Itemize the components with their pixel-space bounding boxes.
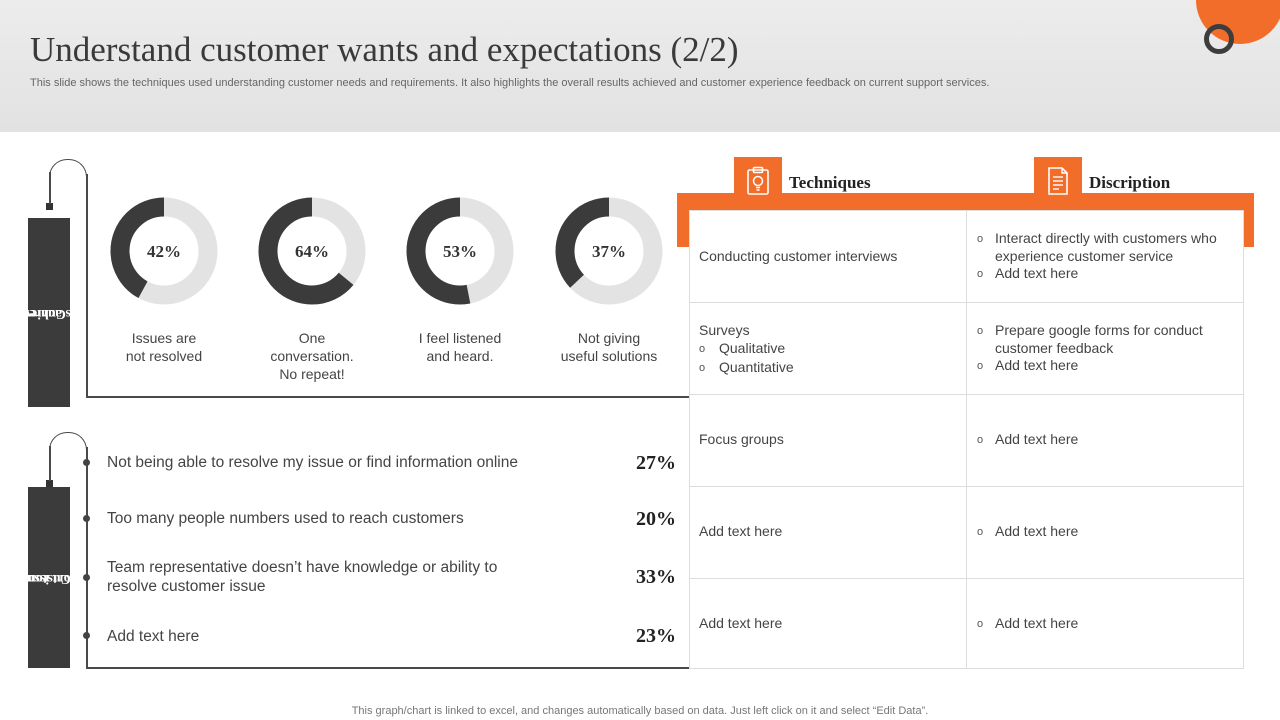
issue-text-4: Add text here xyxy=(107,628,200,645)
description-header: Discription xyxy=(1089,173,1171,192)
donut-caption-4: Not giving useful solutions xyxy=(560,330,658,364)
ring-decoration xyxy=(1204,24,1234,54)
results-label-line2: results achieved xyxy=(9,305,105,321)
description-bullet: o Add text here xyxy=(977,523,1079,539)
technique-cell: Focus groups xyxy=(699,431,784,447)
results-frame-bottom xyxy=(86,396,689,398)
donut-caption-2: One conversation. No repeat! xyxy=(270,330,354,382)
donut-label-4: 37% xyxy=(592,242,626,261)
issues-section-label: Customer support issues xyxy=(11,487,99,668)
description-cell: o Add text here xyxy=(977,615,1239,634)
issue-bullet xyxy=(83,515,90,522)
description-bullet: o Add text here xyxy=(977,357,1079,373)
table-row: Add text here o Add text here xyxy=(690,579,1243,671)
connector-hook xyxy=(49,432,87,462)
techniques-header: Techniques xyxy=(789,173,871,192)
donut-label-2: 64% xyxy=(295,242,329,261)
technique-sub-bullet: o Qualitative xyxy=(699,339,786,356)
table-row: Add text here o Add text here xyxy=(690,487,1243,579)
issue-text-1: Not being able to resolve my issue or fi… xyxy=(107,454,518,471)
table-row: Surveys o Qualitative o Quantitative o Prep… xyxy=(690,303,1243,395)
donut-caption-3: I feel listened and heard. xyxy=(418,330,502,364)
header-band: Understand customer wants and expectatio… xyxy=(0,0,1280,132)
table-row: Conducting customer interviews o Interact… xyxy=(690,211,1243,303)
issue-bullet xyxy=(83,574,90,581)
footer-note: This graph/chart is linked to excel, and… xyxy=(351,705,929,717)
description-cell: o Prepare google forms for conduct custom… xyxy=(977,322,1239,376)
connector-line xyxy=(49,446,51,481)
technique-cell: Add text here xyxy=(699,523,783,539)
page-subtitle: This slide shows the techniques used und… xyxy=(30,77,990,89)
issue-pct-3: 33% xyxy=(636,566,676,588)
table-row: Focus groups o Add text here xyxy=(690,395,1243,487)
results-section-label: Current results achieved xyxy=(10,218,105,407)
issue-bullet xyxy=(83,459,90,466)
donut-label-3: 53% xyxy=(443,242,477,261)
donut-label-1: 42% xyxy=(147,242,181,261)
description-cell: o Add text here xyxy=(977,523,1239,542)
connector-square xyxy=(46,203,53,210)
description-cell: o Interact directly with customers who ex… xyxy=(977,230,1239,284)
technique-cell: Conducting customer interviews xyxy=(699,248,898,264)
results-frame-left xyxy=(86,174,88,397)
column-divider xyxy=(966,211,967,669)
techniques-table: Conducting customer interviews o Interact… xyxy=(689,210,1244,669)
description-icon-box xyxy=(1034,157,1082,205)
description-bullet: o Add text here xyxy=(977,431,1079,447)
technique-cell: Add text here xyxy=(699,615,783,631)
clipboard-bulb-icon xyxy=(747,166,769,195)
issue-pct-2: 20% xyxy=(636,508,676,530)
document-icon xyxy=(1048,167,1068,195)
connector-hook xyxy=(49,159,87,189)
description-bullet: o Interact directly with customers who ex… xyxy=(977,230,1217,264)
description-cell: o Add text here xyxy=(977,431,1239,450)
description-bullet: o Add text here xyxy=(977,615,1079,631)
description-bullet: o Add text here xyxy=(977,265,1079,281)
techniques-icon-box xyxy=(734,157,782,205)
issues-frame-bottom xyxy=(86,667,689,669)
issue-pct-1: 27% xyxy=(636,452,676,474)
issues-frame-left xyxy=(86,447,88,668)
connector-square xyxy=(46,480,53,487)
issue-text-2: Too many people numbers used to reach cu… xyxy=(107,510,464,527)
issue-pct-4: 23% xyxy=(636,625,676,647)
page-title: Understand customer wants and expectatio… xyxy=(30,30,739,69)
description-bullet: o Prepare google forms for conduct custom… xyxy=(977,322,1203,356)
technique-sub-bullet: o Quantitative xyxy=(699,358,794,375)
technique-cell: Surveys o Qualitative o Quantitative xyxy=(699,322,959,378)
donut-caption-1: Issues are not resolved xyxy=(125,330,203,364)
issue-text-3: Team representative doesn’t have knowled… xyxy=(107,559,498,595)
issue-bullet xyxy=(83,632,90,639)
